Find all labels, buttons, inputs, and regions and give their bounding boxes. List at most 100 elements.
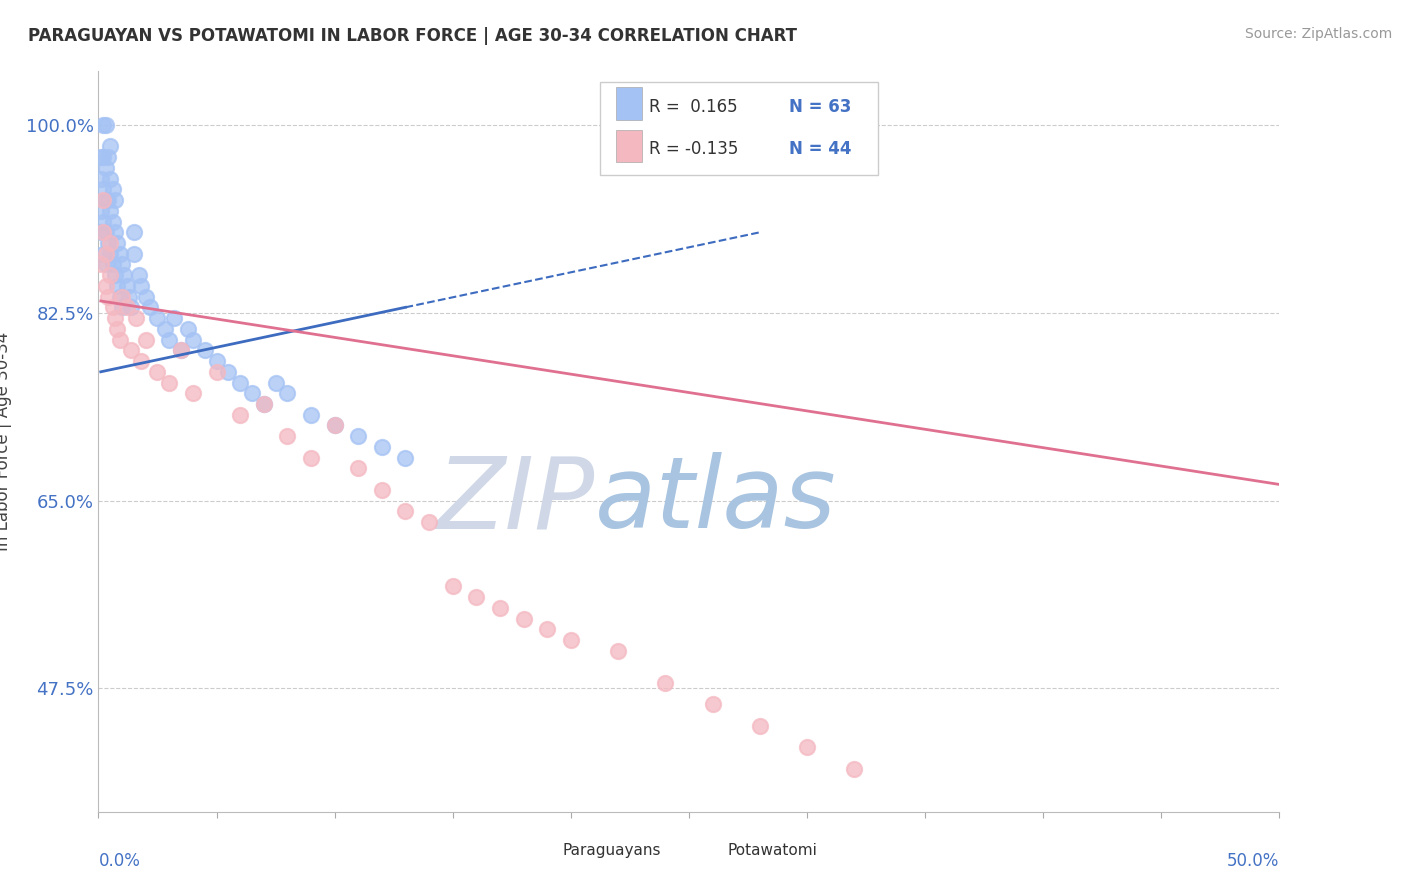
Point (91, 182, 114, 196)
Point (146, 365, 169, 379)
Point (129, 279, 152, 293)
Point (748, 719, 770, 733)
Point (489, 600, 512, 615)
Text: PARAGUAYAN VS POTAWATOMI IN LABOR FORCE | AGE 30-34 CORRELATION CHART: PARAGUAYAN VS POTAWATOMI IN LABOR FORCE … (28, 27, 797, 45)
Point (394, 504, 416, 518)
Point (125, 311, 148, 326)
Point (94, 246, 117, 260)
Point (97, 193, 120, 207)
Point (135, 333, 157, 347)
Text: 50.0%: 50.0% (1227, 853, 1279, 871)
Point (108, 290, 131, 304)
Point (101, 301, 124, 315)
Point (229, 376, 252, 390)
Point (90, 203, 112, 218)
Point (112, 268, 135, 283)
Point (276, 429, 298, 443)
Point (371, 483, 394, 497)
Point (104, 225, 127, 239)
FancyBboxPatch shape (616, 87, 641, 120)
Point (115, 279, 138, 293)
Point (111, 258, 134, 272)
Point (104, 193, 127, 207)
Point (146, 311, 169, 326)
Point (607, 644, 630, 658)
Point (536, 623, 558, 637)
Point (253, 397, 276, 411)
Point (101, 258, 124, 272)
Point (91, 225, 114, 239)
Point (654, 676, 676, 690)
Point (91, 246, 114, 260)
Point (121, 343, 143, 358)
Point (181, 333, 204, 347)
Point (205, 365, 228, 379)
Point (98, 246, 121, 260)
Point (104, 311, 127, 326)
Point (111, 290, 134, 304)
Point (105, 279, 128, 293)
Text: atlas: atlas (595, 452, 837, 549)
Point (157, 376, 180, 390)
Text: Source: ZipAtlas.com: Source: ZipAtlas.com (1244, 27, 1392, 41)
Point (153, 322, 176, 336)
Point (135, 290, 157, 304)
Point (512, 611, 534, 625)
Point (299, 450, 322, 465)
Text: R = -0.135: R = -0.135 (648, 140, 738, 159)
Point (115, 301, 138, 315)
Point (129, 354, 152, 368)
Point (217, 365, 239, 379)
Point (91, 193, 114, 207)
Point (98, 235, 121, 250)
Point (702, 698, 724, 712)
Point (98, 171, 121, 186)
Point (91, 118, 114, 132)
FancyBboxPatch shape (700, 841, 723, 860)
Point (105, 322, 128, 336)
Point (157, 333, 180, 347)
Point (229, 408, 252, 422)
Point (108, 333, 131, 347)
Point (205, 354, 228, 368)
Point (118, 290, 141, 304)
Point (163, 311, 186, 326)
Point (111, 301, 134, 315)
Point (94, 225, 117, 239)
Text: N = 44: N = 44 (789, 140, 852, 159)
Point (90, 225, 112, 239)
Text: N = 63: N = 63 (789, 98, 852, 116)
Point (796, 740, 818, 755)
Point (240, 386, 263, 401)
Point (121, 301, 143, 315)
Point (276, 386, 298, 401)
FancyBboxPatch shape (536, 841, 557, 860)
Text: R =  0.165: R = 0.165 (648, 98, 737, 116)
Point (90, 258, 112, 272)
Text: 0.0%: 0.0% (98, 853, 141, 871)
Point (105, 235, 128, 250)
Text: ZIP: ZIP (436, 452, 595, 549)
Point (94, 161, 117, 175)
Point (97, 290, 120, 304)
Point (128, 268, 150, 283)
Point (181, 386, 204, 401)
Point (97, 150, 120, 164)
Point (108, 246, 131, 260)
FancyBboxPatch shape (600, 82, 877, 175)
Point (371, 440, 394, 454)
Point (177, 322, 200, 336)
Point (844, 762, 866, 776)
FancyBboxPatch shape (616, 130, 641, 162)
Point (94, 118, 117, 132)
Point (101, 182, 124, 196)
Point (347, 429, 370, 443)
Point (441, 579, 464, 593)
Point (264, 376, 287, 390)
Point (94, 193, 117, 207)
Point (347, 461, 370, 475)
Point (394, 450, 416, 465)
Point (170, 343, 193, 358)
Point (323, 418, 346, 433)
Y-axis label: In Labor Force | Age 30-34: In Labor Force | Age 30-34 (0, 332, 11, 551)
